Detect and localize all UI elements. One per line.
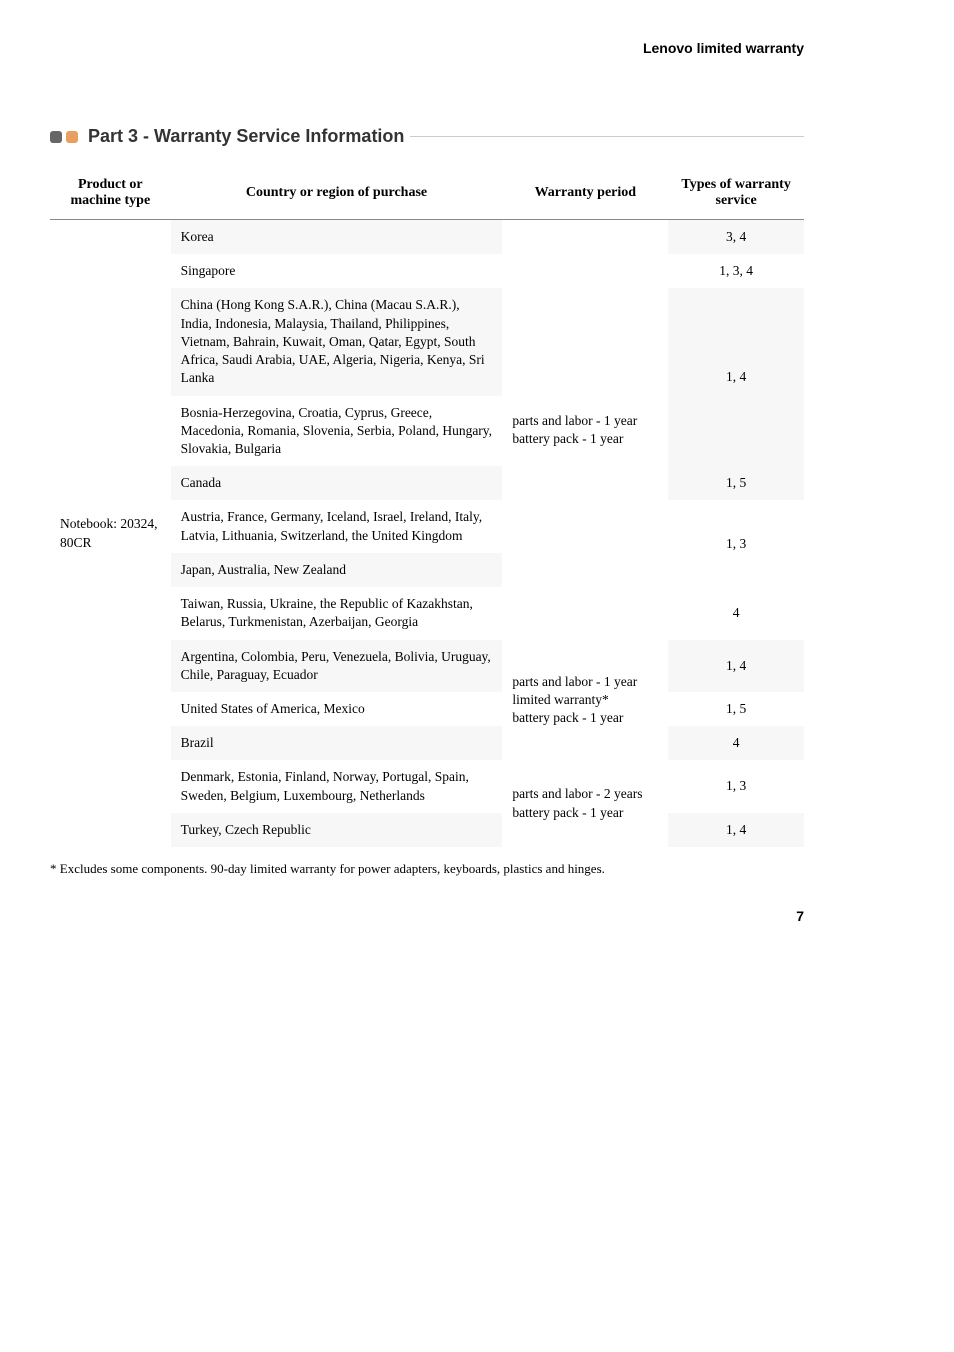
cell-types: 1, 4 (668, 813, 804, 847)
th-types: Types of warranty service (668, 167, 804, 220)
cell-country: Austria, France, Germany, Iceland, Israe… (171, 500, 503, 552)
cell-country: Denmark, Estonia, Finland, Norway, Portu… (171, 760, 503, 812)
cell-country: Japan, Australia, New Zealand (171, 553, 503, 587)
cell-country: Taiwan, Russia, Ukraine, the Republic of… (171, 587, 503, 639)
cell-types: 1, 3 (668, 760, 804, 812)
cell-country: Argentina, Colombia, Peru, Venezuela, Bo… (171, 640, 503, 692)
cell-types: 1, 4 (668, 640, 804, 692)
warranty-table: Product or machine type Country or regio… (50, 167, 804, 847)
th-country: Country or region of purchase (171, 167, 503, 220)
th-product: Product or machine type (50, 167, 171, 220)
cell-types: 3, 4 (668, 220, 804, 255)
cell-country: China (Hong Kong S.A.R.), China (Macau S… (171, 288, 503, 395)
cell-types: 1, 4 (668, 288, 804, 466)
cell-country: Korea (171, 220, 503, 255)
cell-types: 1, 3 (668, 500, 804, 587)
cell-types: 1, 3, 4 (668, 254, 804, 288)
section-heading: Part 3 - Warranty Service Information (50, 126, 804, 147)
cell-types: 4 (668, 726, 804, 760)
table-header-row: Product or machine type Country or regio… (50, 167, 804, 220)
cell-period: parts and labor - 2 years battery pack -… (502, 760, 668, 847)
cell-country: Canada (171, 466, 503, 500)
section-rule (410, 136, 804, 137)
cell-country: Brazil (171, 726, 503, 760)
cell-types: 1, 5 (668, 692, 804, 726)
cell-country: Singapore (171, 254, 503, 288)
page-header: Lenovo limited warranty (50, 40, 804, 56)
page-number: 7 (50, 908, 804, 924)
cell-types: 4 (668, 587, 804, 639)
bullet-icon-dark (50, 131, 62, 143)
cell-country: United States of America, Mexico (171, 692, 503, 726)
table-row: Notebook: 20324, 80CR Korea parts and la… (50, 220, 804, 255)
cell-product: Notebook: 20324, 80CR (50, 220, 171, 848)
footnote: * Excludes some components. 90-day limit… (50, 861, 804, 878)
cell-types: 1, 5 (668, 466, 804, 500)
cell-country: Turkey, Czech Republic (171, 813, 503, 847)
cell-period: parts and labor - 1 year battery pack - … (502, 220, 668, 640)
th-period: Warranty period (502, 167, 668, 220)
bullet-icon-orange (66, 131, 78, 143)
section-title: Part 3 - Warranty Service Information (88, 126, 404, 147)
cell-country: Bosnia-Herzegovina, Croatia, Cyprus, Gre… (171, 396, 503, 467)
cell-period: parts and labor - 1 year limited warrant… (502, 640, 668, 761)
